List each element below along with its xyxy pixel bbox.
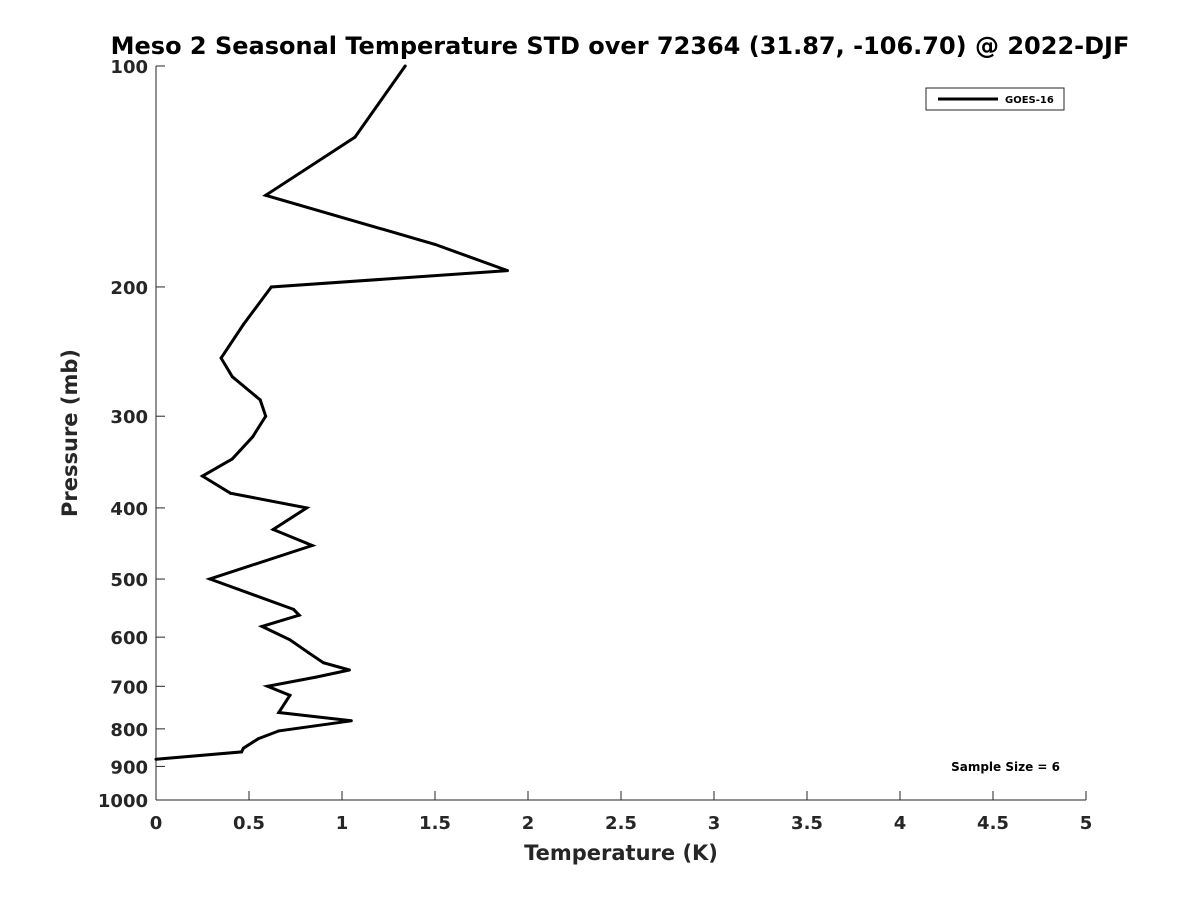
y-tick-label: 600 [110, 628, 148, 649]
x-tick-label: 0.5 [233, 813, 265, 834]
y-tick-label: 100 [110, 57, 148, 78]
y-tick-label: 500 [110, 570, 148, 591]
data-point [269, 285, 273, 289]
data-point [230, 375, 234, 379]
y-tick-label: 200 [110, 278, 148, 299]
x-tick-label: 3.5 [791, 813, 823, 834]
data-point [288, 693, 292, 697]
data-point [307, 651, 310, 655]
data-point [208, 577, 212, 581]
data-point [349, 719, 353, 723]
x-tick-label: 4 [894, 813, 907, 834]
x-tick-label: 2.5 [605, 813, 637, 834]
y-axis-ticks: 100 200 300 400 500 600 700 800 900 1000 [98, 57, 165, 812]
data-point [277, 729, 281, 733]
data-point [433, 242, 437, 246]
data-point [506, 269, 509, 273]
data-point [277, 711, 281, 714]
data-point [256, 737, 260, 741]
data-point [321, 661, 325, 665]
data-point [353, 135, 357, 139]
x-axis-ticks: 0 0.5 1 1.5 2 2.5 3 3.5 4 4.5 5 [150, 791, 1093, 834]
y-tick-label: 700 [110, 677, 148, 698]
data-point [241, 323, 245, 326]
y-tick-label: 800 [110, 720, 148, 741]
y-axis-label: Pressure (mb) [58, 349, 82, 517]
data-point [403, 64, 407, 68]
data-point [201, 474, 204, 478]
chart-title: Meso 2 Seasonal Temperature STD over 723… [111, 32, 1130, 60]
data-point [347, 668, 351, 672]
data-point [271, 528, 275, 531]
data-point [288, 638, 292, 642]
data-point [258, 398, 262, 402]
x-tick-label: 5 [1080, 813, 1093, 834]
x-tick-label: 2 [522, 813, 535, 834]
y-tick-label: 1000 [98, 791, 148, 812]
data-point [314, 675, 318, 679]
data-point [297, 613, 301, 617]
data-point [266, 684, 270, 688]
y-tick-label: 400 [110, 499, 148, 520]
x-tick-label: 0 [150, 813, 163, 834]
y-tick-label: 900 [110, 757, 148, 778]
data-point [240, 750, 244, 754]
x-axis-label: Temperature (K) [524, 841, 718, 865]
legend-entry-goes-16: GOES-16 [1005, 95, 1054, 106]
data-point [264, 414, 268, 418]
data-point [241, 746, 245, 750]
legend: GOES-16 [925, 87, 1065, 111]
data-point [230, 457, 234, 461]
data-point [251, 435, 255, 439]
plot-area: 0 0.5 1 1.5 2 2.5 3 3.5 4 4.5 5 100 200 300 400 500 600… [98, 57, 1092, 834]
data-point [154, 757, 158, 761]
data-point [260, 624, 264, 628]
data-point [292, 607, 296, 611]
x-tick-label: 3 [708, 813, 721, 834]
x-tick-label: 4.5 [977, 813, 1009, 834]
sample-size-annotation: Sample Size = 6 [951, 760, 1060, 774]
series-layer [154, 64, 509, 761]
y-tick-label: 300 [110, 407, 148, 428]
series-line-goes-16 [155, 65, 509, 761]
data-point [219, 356, 223, 360]
x-tick-label: 1 [336, 813, 349, 834]
x-tick-label: 1.5 [419, 813, 451, 834]
data-point [264, 193, 268, 197]
data-point [310, 544, 314, 547]
data-point [305, 506, 309, 510]
data-point [228, 491, 232, 495]
